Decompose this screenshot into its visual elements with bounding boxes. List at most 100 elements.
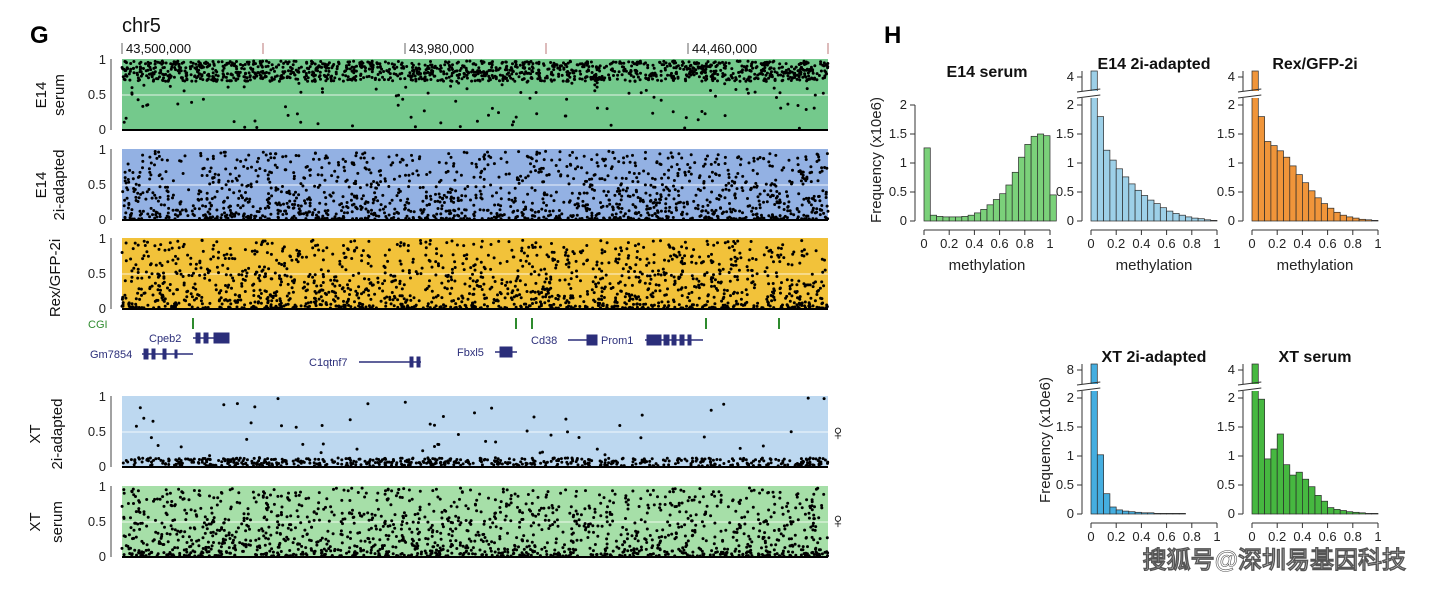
methylation-dot — [256, 174, 260, 178]
methylation-dot — [808, 302, 812, 306]
methylation-dot — [772, 86, 776, 90]
methylation-dot — [601, 304, 605, 308]
methylation-dot — [811, 68, 815, 72]
methylation-dot — [215, 265, 219, 269]
methylation-dot — [499, 197, 503, 201]
methylation-dot — [755, 304, 759, 308]
methylation-dot — [504, 172, 508, 176]
methylation-dot — [651, 111, 655, 115]
methylation-dot — [684, 79, 688, 83]
methylation-dot — [248, 197, 252, 201]
methylation-dot — [709, 408, 713, 412]
methylation-dot — [677, 275, 681, 279]
methylation-dot — [470, 79, 474, 83]
methylation-dot — [473, 79, 477, 83]
coordinate-label-2: 43,980,000 — [409, 41, 474, 56]
methylation-dot — [327, 66, 331, 70]
methylation-dot — [156, 298, 160, 302]
methylation-dot — [510, 123, 514, 127]
methylation-dot — [269, 68, 273, 72]
methylation-dot — [167, 216, 171, 219]
methylation-dot — [321, 273, 325, 276]
methylation-dot — [548, 295, 551, 299]
methylation-dot — [285, 201, 289, 205]
methylation-dot — [376, 73, 380, 76]
methylation-dot — [396, 74, 400, 78]
methylation-dot — [466, 297, 470, 301]
methylation-dot — [270, 458, 273, 461]
methylation-dot — [642, 457, 646, 461]
methylation-dot — [475, 119, 479, 123]
methylation-dot — [439, 121, 443, 125]
methylation-dot — [218, 291, 221, 295]
methylation-dot — [785, 278, 789, 282]
methylation-dot — [270, 63, 274, 67]
methylation-dot — [710, 170, 714, 174]
methylation-dot — [607, 149, 611, 153]
methylation-dot — [182, 283, 186, 287]
methylation-dot — [383, 253, 387, 257]
methylation-dot — [815, 207, 819, 211]
methylation-dot — [245, 184, 249, 188]
methylation-dot — [316, 243, 320, 247]
methylation-dot — [383, 279, 387, 283]
methylation-dot — [145, 190, 149, 194]
methylation-dots — [120, 238, 829, 310]
methylation-dot — [191, 61, 195, 65]
methylation-dot — [822, 284, 826, 288]
methylation-dot — [261, 239, 265, 243]
methylation-dot — [320, 166, 324, 170]
methylation-dot — [164, 185, 167, 189]
methylation-dot — [406, 197, 410, 201]
methylation-dot — [197, 60, 201, 64]
methylation-dot — [387, 213, 391, 217]
methylation-dot — [471, 279, 475, 283]
methylation-dot — [325, 211, 328, 215]
methylation-dot — [452, 200, 456, 204]
methylation-dot — [295, 112, 299, 116]
methylation-dot — [638, 199, 642, 203]
methylation-dot — [526, 254, 530, 258]
methylation-dot — [411, 159, 415, 162]
methylation-dot — [201, 78, 205, 82]
methylation-dot — [614, 296, 618, 300]
methylation-dot — [334, 212, 338, 216]
methylation-dot — [515, 294, 519, 298]
methylation-dot — [308, 65, 312, 69]
methylation-dot — [230, 179, 234, 183]
methylation-dot — [421, 199, 425, 203]
methylation-dot — [342, 211, 346, 215]
methylation-dot — [165, 158, 169, 162]
methylation-dot — [458, 125, 462, 129]
methylation-dot — [696, 207, 700, 211]
methylation-dot — [129, 67, 133, 71]
methylation-dot — [447, 75, 451, 79]
methylation-dot — [729, 210, 733, 214]
methylation-dot — [366, 60, 370, 64]
methylation-dot — [164, 72, 168, 76]
methylation-dot — [472, 287, 476, 291]
methylation-dot — [336, 296, 340, 300]
methylation-dot — [206, 73, 210, 77]
methylation-dot — [605, 107, 609, 111]
methylation-dot — [519, 259, 523, 262]
methylation-dot — [813, 299, 817, 303]
methylation-dot — [493, 456, 497, 460]
methylation-dot — [152, 209, 156, 212]
methylation-dot — [478, 189, 482, 193]
methylation-dot — [234, 211, 238, 215]
methylation-dot — [275, 461, 279, 465]
methylation-dot — [618, 61, 622, 65]
methylation-dot — [266, 200, 270, 204]
methylation-dot — [327, 69, 331, 73]
methylation-dot — [628, 160, 632, 164]
methylation-dot — [694, 62, 698, 66]
methylation-dot — [146, 212, 150, 216]
methylation-dot — [617, 257, 621, 261]
methylation-dot — [473, 411, 476, 415]
methylation-dot — [734, 76, 738, 80]
methylation-dot — [530, 456, 534, 460]
methylation-dot — [568, 59, 572, 63]
methylation-dot — [341, 157, 345, 161]
methylation-dot — [826, 209, 830, 213]
